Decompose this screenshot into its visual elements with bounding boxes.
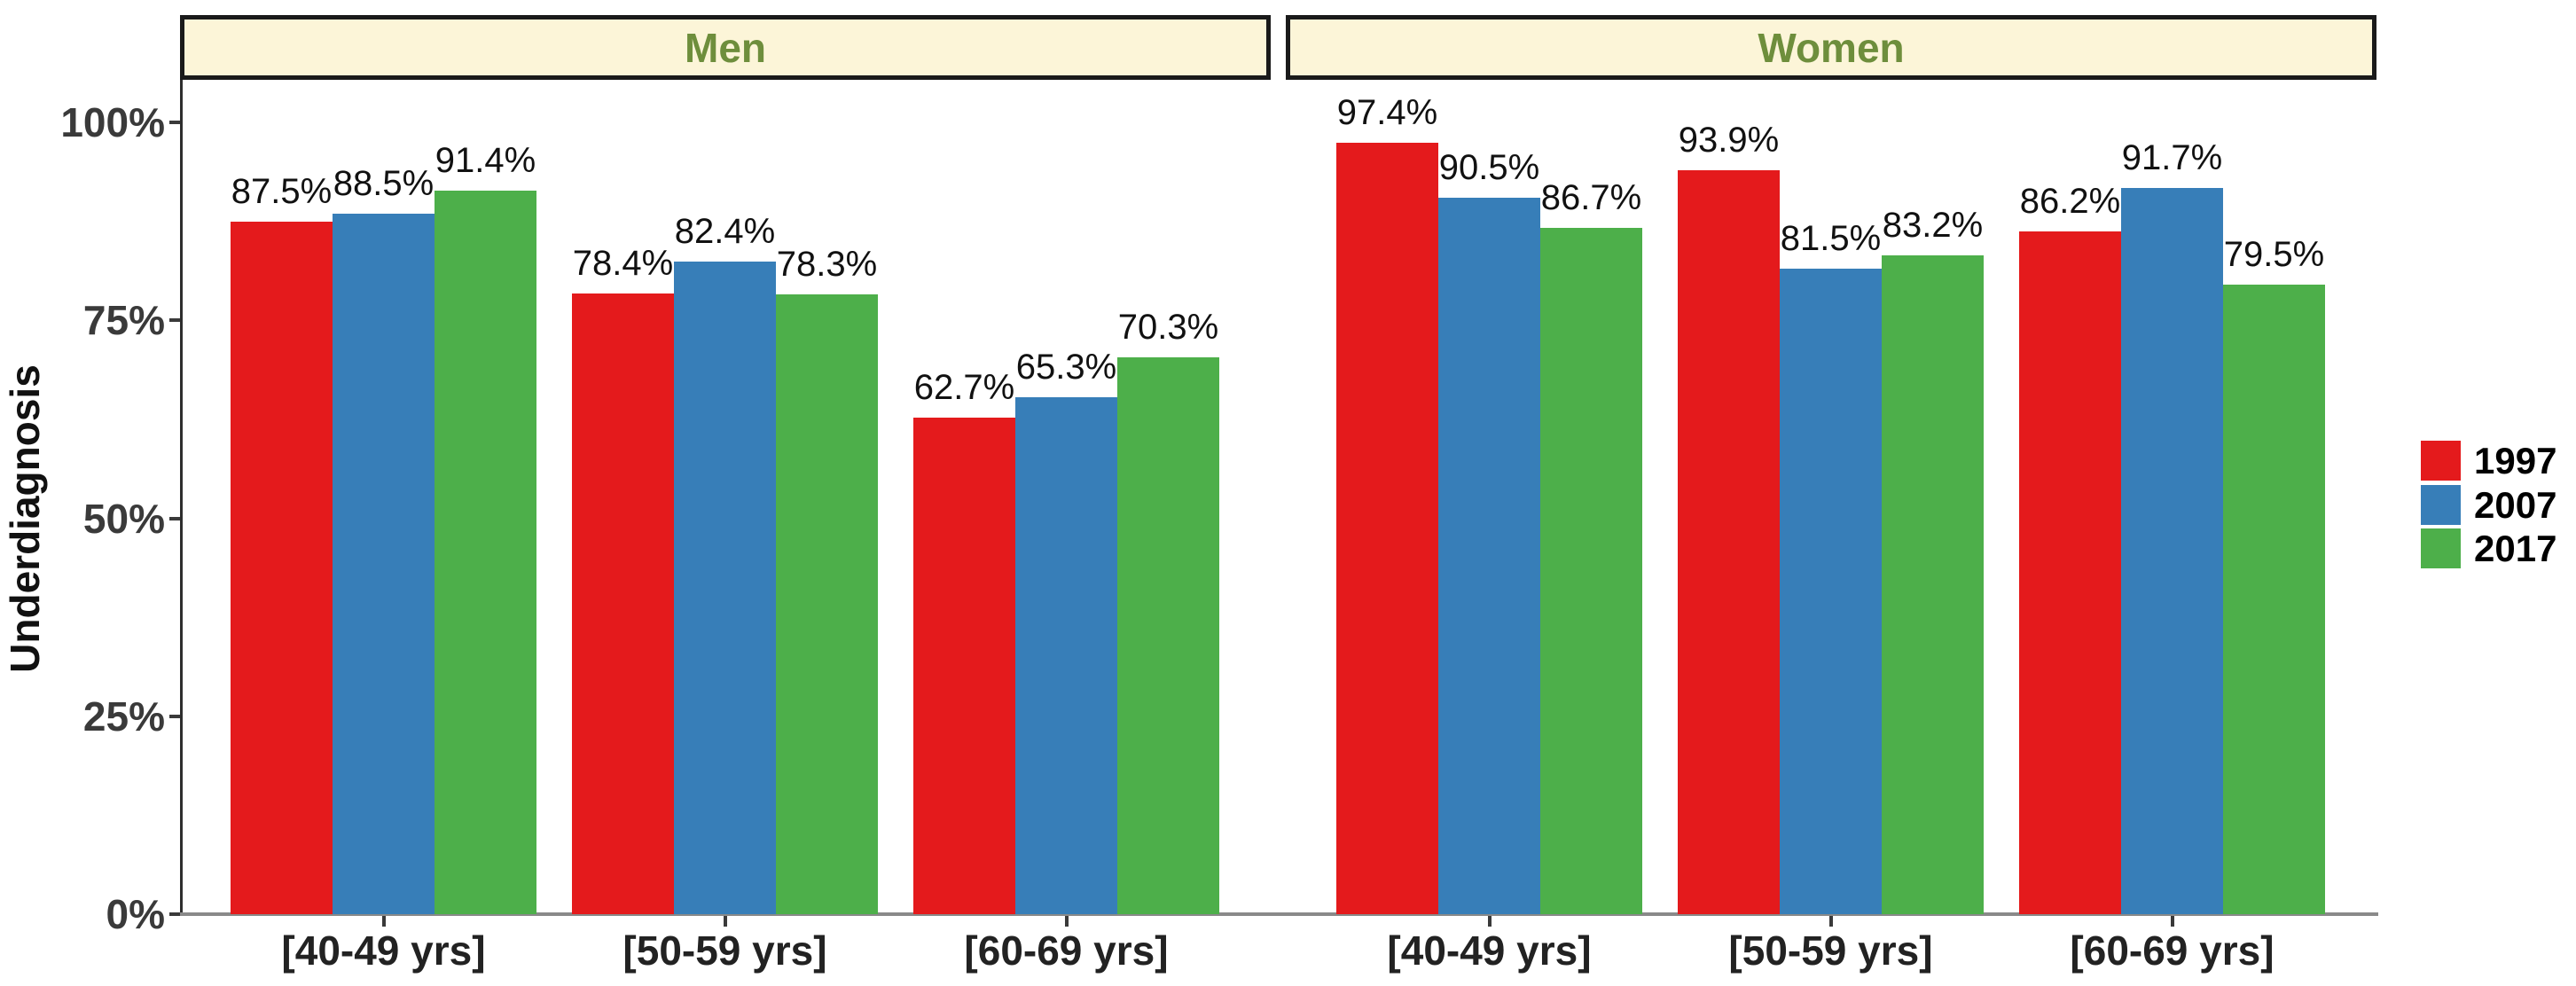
bar-value-label: 90.5% (1438, 147, 1540, 187)
bar-men-60-69-yrs-2007 (1015, 396, 1117, 914)
bar-value-label: 81.5% (1780, 219, 1882, 259)
legend-swatch-2007 (2421, 484, 2461, 525)
facet-strip-men: Men (180, 15, 1271, 80)
bar-men-50-59-yrs-2017 (776, 293, 878, 914)
bar-women-50-59-yrs-2007 (1780, 269, 1882, 914)
bar-value-label: 88.5% (333, 163, 435, 203)
legend-label-1997: 1997 (2474, 440, 2557, 481)
bar-men-50-59-yrs-1997 (572, 293, 674, 914)
bar-men-60-69-yrs-1997 (913, 418, 1015, 914)
bar-value-label: 87.5% (231, 171, 333, 211)
legend-swatch-2017 (2421, 528, 2461, 568)
x-tick-mark (1064, 916, 1069, 927)
y-tick-mark (169, 516, 180, 520)
bar-men-40-49-yrs-1997 (231, 221, 333, 914)
x-tick-label: [50-59 yrs] (1728, 927, 1933, 974)
x-tick-label: [40-49 yrs] (281, 927, 486, 974)
bar-women-50-59-yrs-1997 (1678, 170, 1780, 914)
bar-value-label: 70.3% (1117, 308, 1219, 348)
legend-label-2017: 2017 (2474, 528, 2557, 569)
bar-value-label: 65.3% (1015, 347, 1117, 387)
y-tick-label: 75% (82, 297, 165, 344)
bar-value-label: 83.2% (1882, 206, 1984, 246)
x-tick-mark (1828, 916, 1833, 927)
legend-label-2007: 2007 (2474, 483, 2557, 526)
x-tick-mark (723, 916, 727, 927)
y-axis-line (180, 80, 183, 916)
facet-strip-women: Women (1286, 15, 2376, 80)
bar-women-40-49-yrs-2007 (1438, 197, 1540, 914)
bar-value-label: 78.3% (776, 244, 878, 284)
bar-women-60-69-yrs-1997 (2019, 231, 2121, 914)
bar-value-label: 82.4% (674, 212, 776, 252)
y-tick-mark (169, 714, 180, 718)
bar-women-40-49-yrs-1997 (1336, 143, 1438, 914)
bar-value-label: 97.4% (1336, 93, 1438, 133)
bar-value-label: 91.4% (435, 140, 536, 180)
bar-value-label: 86.7% (1540, 177, 1642, 217)
y-tick-mark (169, 318, 180, 323)
x-tick-label: [40-49 yrs] (1387, 927, 1592, 974)
bar-men-40-49-yrs-2017 (435, 190, 536, 914)
bar-value-label: 93.9% (1678, 121, 1780, 160)
bar-women-50-59-yrs-2017 (1882, 255, 1984, 914)
legend-swatch-1997 (2421, 441, 2461, 481)
bar-value-label: 62.7% (913, 368, 1015, 408)
y-tick-mark (169, 121, 180, 124)
bar-women-60-69-yrs-2007 (2121, 188, 2223, 914)
y-tick-label: 100% (60, 99, 165, 145)
bar-men-40-49-yrs-2007 (333, 213, 435, 914)
x-tick-label: [50-59 yrs] (622, 927, 827, 974)
y-tick-mark (169, 912, 180, 916)
bar-women-40-49-yrs-2017 (1540, 227, 1642, 914)
y-tick-label: 0% (106, 891, 165, 937)
x-tick-label: [60-69 yrs] (964, 927, 1169, 974)
bar-women-60-69-yrs-2017 (2223, 285, 2325, 914)
bar-men-60-69-yrs-2017 (1117, 357, 1219, 914)
y-tick-label: 50% (82, 495, 165, 542)
x-axis-line (180, 912, 2378, 916)
bar-value-label: 79.5% (2223, 235, 2325, 275)
bar-value-label: 78.4% (572, 243, 674, 283)
bar-value-label: 91.7% (2121, 138, 2223, 178)
x-tick-label: [60-69 yrs] (2070, 927, 2275, 974)
y-tick-label: 25% (82, 693, 165, 740)
x-tick-mark (1487, 916, 1492, 927)
x-tick-mark (2170, 916, 2174, 927)
bar-men-50-59-yrs-2007 (674, 262, 776, 914)
bar-value-label: 86.2% (2019, 182, 2121, 222)
x-tick-mark (381, 916, 386, 927)
